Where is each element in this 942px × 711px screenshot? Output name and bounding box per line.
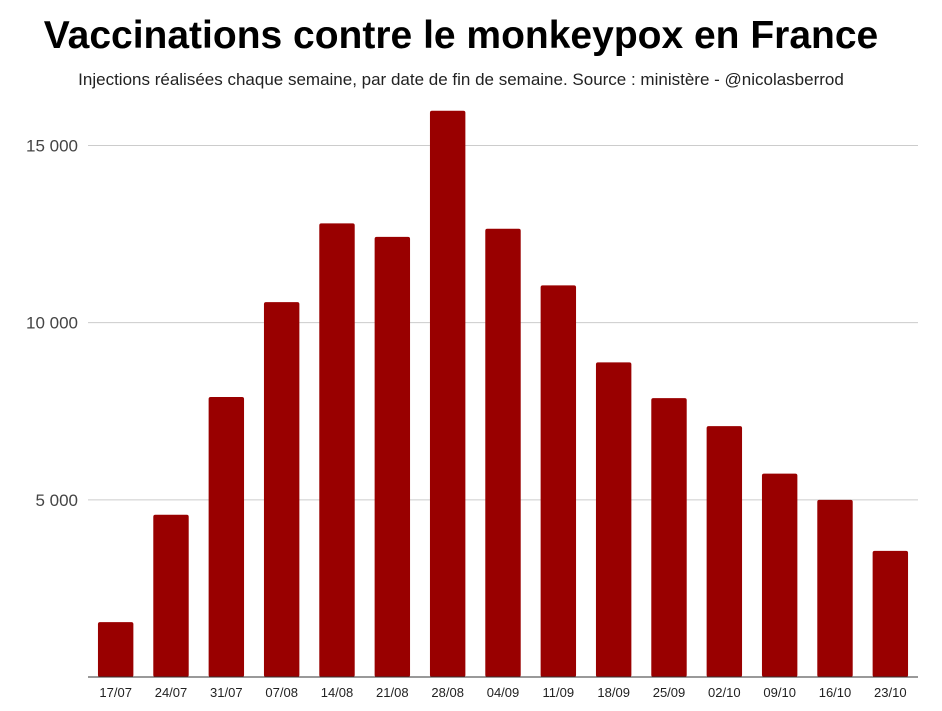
x-tick-label: 18/09 [597, 685, 630, 700]
y-tick-label: 10 000 [26, 314, 78, 333]
y-tick-label: 15 000 [26, 136, 78, 155]
chart-subtitle: Injections réalisées chaque semaine, par… [78, 70, 844, 89]
x-tick-label: 09/10 [763, 685, 796, 700]
bar [872, 550, 909, 677]
x-tick-label: 07/08 [265, 685, 298, 700]
x-tick-label: 21/08 [376, 685, 409, 700]
x-tick-label: 24/07 [155, 685, 188, 700]
x-tick-label: 17/07 [99, 685, 132, 700]
bar [706, 426, 743, 677]
x-tick-label: 31/07 [210, 685, 243, 700]
bar [319, 223, 355, 677]
bar [153, 514, 189, 677]
x-axis-labels: 17/07 24/07 31/07 07/08 14/08 21/08 28/08 04/09… [99, 685, 906, 700]
bar [595, 362, 632, 677]
bar [651, 398, 687, 677]
bar [540, 285, 577, 677]
y-tick-label: 5 000 [35, 491, 78, 510]
x-tick-label: 11/09 [543, 685, 575, 700]
bar [761, 473, 798, 677]
bar [485, 228, 521, 677]
x-tick-label: 14/08 [321, 685, 354, 700]
x-tick-label: 04/09 [487, 685, 520, 700]
x-tick-label: 28/08 [431, 685, 464, 700]
bar [374, 236, 411, 677]
bar [208, 397, 245, 677]
bar [263, 302, 300, 677]
x-tick-label: 25/09 [653, 685, 686, 700]
bar [429, 110, 466, 678]
x-tick-label: 02/10 [708, 685, 741, 700]
x-tick-label: 16/10 [819, 685, 852, 700]
chart-title: Vaccinations contre le monkeypox en Fran… [43, 14, 879, 57]
bars [97, 110, 909, 678]
y-axis-ticks: 5 000 10 000 15 000 [26, 136, 78, 509]
bar [817, 499, 853, 677]
bar [97, 622, 134, 677]
x-tick-label: 23/10 [874, 685, 907, 700]
